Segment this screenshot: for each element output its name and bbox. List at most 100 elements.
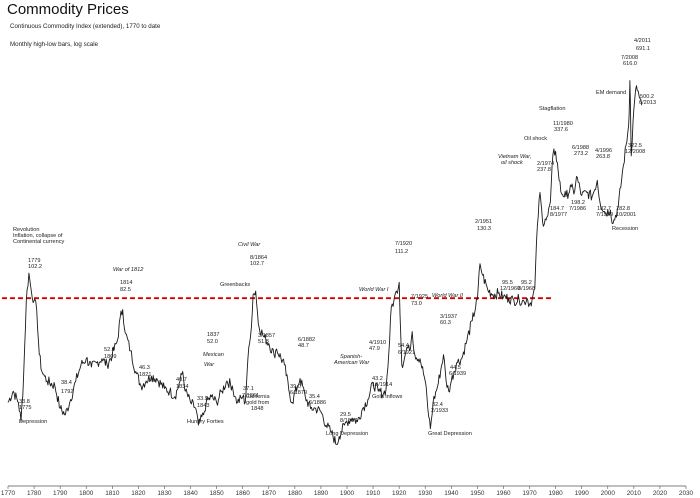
chart-annotation: 273.2	[574, 151, 588, 157]
chart-annotation: 1821	[139, 372, 151, 378]
chart-annotation: 52.0	[207, 339, 218, 345]
chart-annotation: 12/1960	[500, 286, 520, 292]
chart-annotation: 184.7	[550, 206, 564, 212]
chart-annotation: 2/1974	[537, 161, 554, 167]
chart-annotation: 2/1933	[431, 408, 448, 414]
chart-annotation: 263.8	[596, 154, 610, 160]
x-tick-label: 1820	[131, 490, 146, 497]
chart-annotation: 6/1879	[290, 390, 307, 396]
x-tick-label: 1780	[27, 490, 42, 497]
chart-annotation: 37.1	[243, 386, 254, 392]
chart-annotation: 8/1864	[250, 255, 267, 261]
x-tick-label: 1870	[262, 490, 277, 497]
chart-annotation: 32.4	[432, 402, 443, 408]
chart-annotation: Continental currency	[13, 239, 65, 245]
chart-annotation: 8/1968	[518, 286, 535, 292]
chart-annotation: 4/1910	[369, 340, 386, 346]
chart-annotation: 500.2	[640, 94, 654, 100]
chart-annotation: 40.7	[176, 377, 187, 383]
x-tick-label: 2020	[653, 490, 668, 497]
x-tick-label: 1970	[522, 490, 537, 497]
chart-annotation: 39.0	[290, 384, 301, 390]
chart-annotation: Vietnam War,	[498, 154, 531, 160]
chart-annotation: War of 1812	[113, 267, 144, 273]
chart-annotation: War	[204, 362, 215, 368]
chart-annotation: 111.2	[395, 249, 408, 255]
chart-note: Monthly high-low bars, log scale	[10, 41, 99, 48]
x-tick-label: 1890	[314, 490, 329, 497]
chart-annotation: 4/2011	[634, 38, 651, 44]
chart-annotation: 95.5	[502, 280, 513, 286]
x-tick-label: 1800	[79, 490, 94, 497]
x-tick-label: 1830	[157, 490, 172, 497]
x-tick-label: 1850	[210, 490, 225, 497]
chart-annotation: Oil shock	[524, 136, 547, 142]
chart-annotation: 6/2013	[639, 100, 656, 106]
chart-annotation: 6/1882	[298, 337, 315, 343]
chart-annotation: Mexican	[203, 352, 224, 358]
chart-annotation: 237.8	[537, 167, 551, 173]
chart-annotation: 1779	[28, 258, 40, 264]
chart-annotation: 10/1914	[372, 382, 392, 388]
chart-annotation: Revolution	[13, 227, 39, 233]
chart-annotation: EM demand	[596, 90, 626, 96]
chart-annotation: Recession	[612, 226, 638, 232]
x-tick-label: 1950	[470, 490, 485, 497]
chart-annotation: 1814	[120, 280, 132, 286]
chart-annotation: Gold inflows	[372, 394, 403, 400]
chart-annotation: 52.0	[104, 347, 115, 353]
x-tick-label: 1910	[366, 490, 381, 497]
chart-annotation: Greenbacks	[220, 282, 250, 288]
chart-annotation: 1834	[176, 384, 188, 390]
chart-annotation: 7/1999	[596, 212, 613, 218]
chart-annotation: 4/1996	[595, 148, 612, 154]
chart-annotation: 43.2	[372, 376, 383, 382]
chart-annotation: 33.8	[19, 399, 30, 405]
chart-annotation: World War II	[432, 293, 463, 299]
chart-annotation: 10/2001	[616, 212, 636, 218]
chart-annotation: 95.2	[521, 280, 532, 286]
chart-annotation: 102.2	[28, 264, 42, 270]
x-tick-label: 2030	[679, 490, 694, 497]
x-tick-label: 1900	[340, 490, 355, 497]
chart-annotation: oil shock	[501, 160, 524, 166]
chart-annotation: 11/1980	[553, 121, 573, 127]
chart-annotation: 3/1937	[440, 314, 457, 320]
chart-annotation: 73.0	[411, 301, 422, 307]
chart-title: Commodity Prices	[7, 1, 129, 18]
chart-annotation: 51.8	[258, 339, 269, 345]
chart-annotation: 60.3	[440, 320, 451, 326]
chart-annotation: Inflation, collapse of	[13, 233, 63, 239]
chart-annotation: 102.7	[250, 261, 264, 267]
x-tick-label: 1770	[1, 490, 16, 497]
chart-annotation: 6/1939	[449, 371, 466, 377]
chart-annotation: 6/1988	[572, 145, 589, 151]
x-tick-label: 2010	[627, 490, 642, 497]
chart-annotation: Hungry Forties	[187, 419, 224, 425]
x-tick-label: 2000	[601, 490, 616, 497]
chart-annotation: World War I	[359, 287, 389, 293]
chart-annotation: 82.5	[120, 287, 131, 293]
chart-annotation: 691.1	[636, 46, 650, 52]
chart-annotation: 182.8	[616, 206, 630, 212]
chart-annotation: 1837	[207, 332, 219, 338]
x-tick-label: 1940	[444, 490, 459, 497]
x-tick-label: 1960	[496, 490, 511, 497]
chart-annotation: Spanish-	[340, 354, 362, 360]
chart-annotation: 7/1925	[411, 294, 428, 300]
chart-annotation: Civil War	[238, 242, 261, 248]
x-tick-label: 1990	[575, 490, 590, 497]
chart-annotation: Long Depression	[326, 431, 368, 437]
chart-annotation: 46.3	[139, 365, 150, 371]
chart-annotation: 48.7	[298, 343, 309, 349]
chart-annotation: 198.2	[571, 200, 585, 206]
chart-annotation: 1792	[61, 389, 73, 395]
chart-annotation: 1775	[19, 405, 31, 411]
chart-annotation: 1809	[104, 354, 116, 360]
chart-annotation: 1843	[197, 403, 209, 409]
chart-annotation: 38.4	[61, 380, 72, 386]
chart-subtitle: Continuous Commodity Index (extended), 1…	[10, 23, 161, 30]
chart-annotation: 8/1977	[550, 212, 567, 218]
x-tick-label: 1930	[418, 490, 433, 497]
chart-annotation: 29.5	[340, 412, 351, 418]
